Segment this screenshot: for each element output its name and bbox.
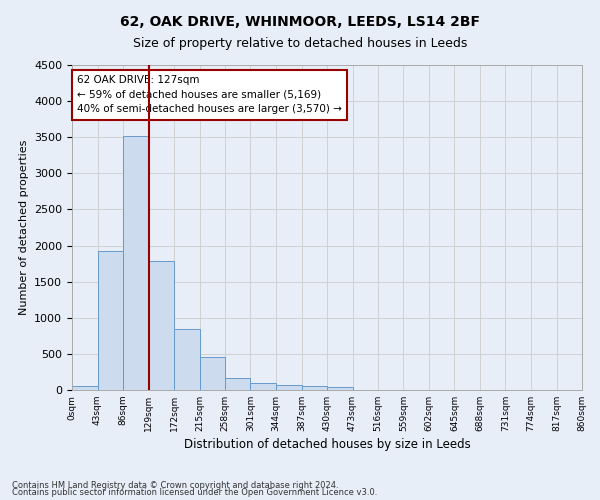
X-axis label: Distribution of detached houses by size in Leeds: Distribution of detached houses by size … [184, 438, 470, 451]
Bar [302, 386, 327, 390]
Text: Contains public sector information licensed under the Open Government Licence v3: Contains public sector information licen… [12, 488, 377, 497]
Bar [251, 383, 276, 390]
Text: Contains HM Land Registry data © Crown copyright and database right 2024.: Contains HM Land Registry data © Crown c… [12, 480, 338, 490]
Bar [72, 386, 97, 390]
Text: Size of property relative to detached houses in Leeds: Size of property relative to detached ho… [133, 38, 467, 51]
Bar [149, 260, 174, 390]
Bar [327, 387, 353, 390]
Bar [123, 136, 149, 390]
Bar [276, 384, 302, 390]
Bar [225, 378, 251, 390]
Bar [174, 330, 199, 390]
Bar [199, 357, 225, 390]
Bar [97, 252, 123, 390]
Y-axis label: Number of detached properties: Number of detached properties [19, 140, 29, 315]
Text: 62 OAK DRIVE: 127sqm
← 59% of detached houses are smaller (5,169)
40% of semi-de: 62 OAK DRIVE: 127sqm ← 59% of detached h… [77, 74, 342, 114]
Text: 62, OAK DRIVE, WHINMOOR, LEEDS, LS14 2BF: 62, OAK DRIVE, WHINMOOR, LEEDS, LS14 2BF [120, 15, 480, 29]
